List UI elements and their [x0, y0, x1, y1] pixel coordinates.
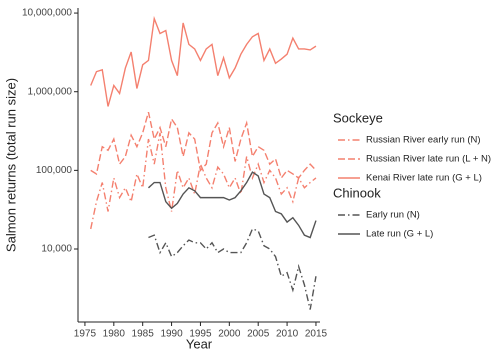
legend-group-title: Sockeye: [333, 110, 383, 125]
x-tick-label: 1990: [160, 329, 183, 340]
y-tick-label: 1,000,000: [28, 86, 73, 97]
legend-label: Late run (G + L): [366, 229, 433, 240]
x-tick-label: 1995: [189, 329, 212, 340]
legend-label: Russian River late run (L + N): [366, 154, 491, 165]
x-axis-title: Year: [186, 336, 213, 351]
x-tick-label: 2015: [305, 329, 328, 340]
series-line: [90, 15, 317, 107]
legend-label: Early run (N): [366, 210, 420, 221]
x-tick-label: 2000: [218, 329, 241, 340]
series-line: [90, 132, 317, 230]
legend-group-title: Chinook: [333, 185, 381, 200]
x-tick-label: 1985: [132, 329, 155, 340]
series-line: [148, 228, 317, 310]
y-tick-label: 10,000,000: [22, 8, 72, 19]
x-tick-label: 1975: [74, 329, 97, 340]
x-tick-label: 2010: [276, 329, 299, 340]
x-tick-label: 1980: [103, 329, 126, 340]
legend-label: Kenai River late run (G + L): [366, 173, 482, 184]
y-tick-label: 10,000: [41, 244, 72, 255]
x-tick-label: 2005: [247, 329, 270, 340]
series-line: [147, 171, 317, 239]
y-tick-label: 100,000: [36, 165, 73, 176]
y-axis-title: Salmon returns (total run size): [3, 78, 18, 252]
legend-label: Russian River early run (N): [366, 135, 481, 146]
series-line: [90, 111, 317, 180]
